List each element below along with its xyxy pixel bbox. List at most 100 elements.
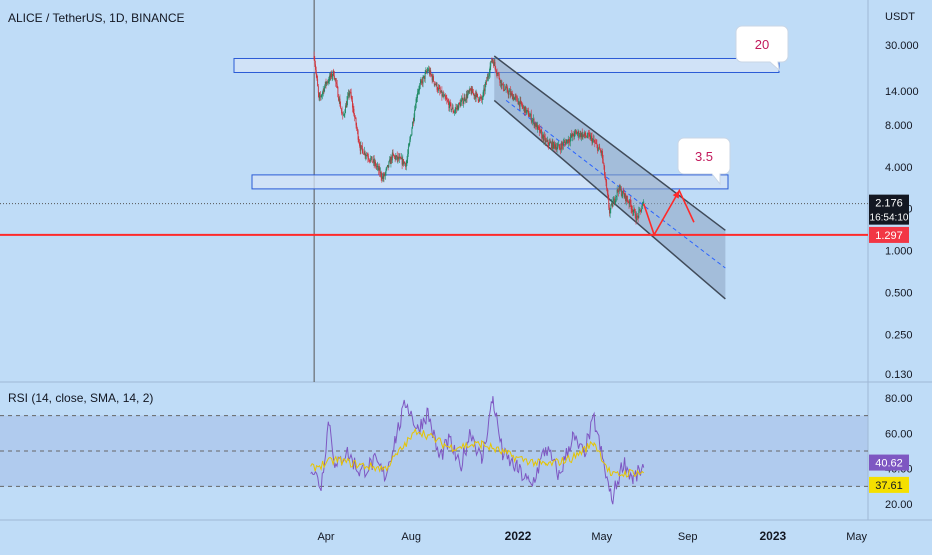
candle-body [348, 93, 350, 96]
candle-body [636, 215, 638, 221]
candle-body [381, 176, 383, 179]
candle-body [510, 92, 512, 96]
candle-body [467, 90, 469, 94]
candle-body [628, 202, 630, 205]
candle-body [453, 111, 455, 113]
candle-body [317, 86, 319, 93]
candle-body [463, 101, 464, 104]
candle-body [322, 92, 323, 95]
candle-body [368, 159, 370, 161]
candle-body [315, 64, 316, 70]
candle-body [585, 136, 587, 138]
candle-body [555, 146, 557, 150]
candle-body [410, 134, 412, 137]
candle-body [530, 113, 532, 116]
candle-body [423, 75, 425, 78]
candle-body [636, 215, 638, 217]
channel-median-line [505, 100, 726, 269]
candle-body [620, 188, 622, 190]
candle-body [361, 145, 363, 147]
y-tick-label: 14.000 [885, 86, 919, 98]
candle-body [321, 94, 323, 97]
candle-body [626, 196, 628, 200]
x-tick-label: Aug [401, 531, 421, 543]
candle-body [634, 211, 636, 219]
candle-body [576, 131, 578, 135]
candle-body [606, 182, 608, 189]
candle-body [536, 123, 538, 130]
candle-body [364, 151, 366, 156]
annotation-callouts[interactable]: 203.5 [677, 25, 789, 186]
candle-body [352, 100, 353, 108]
candle-body [526, 110, 528, 111]
candle-body [320, 96, 322, 97]
candle-body [493, 61, 495, 66]
candle-body [514, 97, 515, 100]
candle-body [437, 89, 439, 91]
candle-body [488, 73, 490, 76]
y-tick-label: 30.000 [885, 40, 919, 52]
candle-body [582, 134, 584, 138]
candle-body [627, 201, 629, 203]
candle-body [467, 93, 469, 98]
candle-body [363, 154, 365, 155]
candle-body [519, 100, 521, 107]
candle-body [643, 201, 645, 204]
candle-body [409, 139, 411, 144]
candle-body [479, 97, 481, 99]
candle-body [449, 102, 451, 104]
candle-body [498, 73, 499, 75]
countdown-text: 16:54:10 [870, 213, 909, 224]
candle-body [315, 69, 317, 75]
descending-channel[interactable] [493, 55, 726, 300]
candle-body [511, 92, 513, 94]
candle-body [379, 167, 381, 174]
candle-body [417, 92, 418, 99]
candle-body [454, 111, 455, 113]
candle-body [584, 132, 586, 136]
y-tick-label: 4.000 [885, 162, 913, 174]
candle-body [347, 93, 349, 97]
candle-body [632, 211, 634, 213]
candle-body [445, 98, 447, 100]
candle-body [416, 98, 418, 100]
candle-body [565, 142, 566, 145]
candle-body [518, 101, 520, 105]
candle-body [419, 83, 421, 86]
candle-body [407, 153, 409, 160]
candle-body [338, 98, 340, 101]
candle-body [337, 87, 339, 98]
candle-body [609, 209, 611, 214]
candle-body [429, 70, 431, 74]
candle-body [546, 140, 548, 142]
candle-body [620, 188, 622, 196]
candle-body [542, 134, 544, 141]
time-axis[interactable]: Apr Aug 2022 May Sep 2023 May [317, 529, 867, 543]
candle-body [470, 89, 472, 94]
candle-body [380, 171, 382, 177]
candle-body [569, 141, 571, 143]
projection-arrow[interactable] [642, 188, 695, 237]
candle-body [629, 199, 631, 205]
candle-body [478, 100, 480, 102]
candle-body [408, 143, 410, 147]
candle-body [345, 105, 346, 114]
x-tick-label: May [591, 531, 612, 543]
candle-body [401, 157, 403, 165]
candle-body [390, 157, 392, 164]
candle-body [606, 188, 608, 194]
candle-body [330, 73, 332, 78]
callout-bubble [677, 137, 731, 186]
candle-body [328, 81, 330, 82]
candle-body [352, 107, 354, 109]
candle-body [489, 66, 491, 74]
candle-body [622, 191, 624, 194]
candle-body [458, 103, 460, 104]
candle-body [335, 78, 337, 83]
candle-body [451, 107, 453, 110]
candle-body [622, 191, 624, 195]
candlestick-series [313, 51, 645, 225]
candle-body [472, 92, 474, 94]
